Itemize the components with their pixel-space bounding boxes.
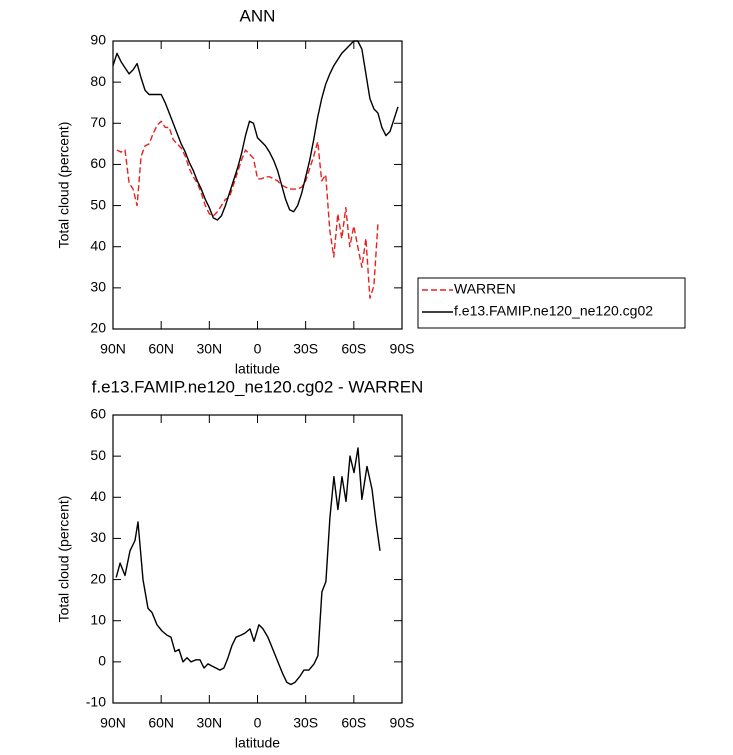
x-tick-label: 60S (341, 341, 366, 357)
y-tick-label: 0 (98, 653, 106, 669)
y-tick-label: 50 (90, 196, 106, 212)
y-tick-label: -10 (86, 694, 106, 710)
y-tick-label: 60 (90, 406, 106, 422)
x-tick-label: 0 (254, 715, 262, 731)
x-tick-label: 30S (293, 715, 318, 731)
y-tick-label: 20 (90, 320, 106, 336)
chart-title: f.e13.FAMIP.ne120_ne120.cg02 - WARREN (92, 377, 424, 396)
x-tick-label: 90N (100, 715, 126, 731)
y-tick-label: 30 (90, 529, 106, 545)
data-line (115, 447, 381, 686)
x-axis-label: latitude (235, 361, 280, 377)
y-tick-label: 60 (90, 155, 106, 171)
x-axis-label: latitude (235, 735, 280, 751)
y-tick-label: 20 (90, 570, 106, 586)
data-line (112, 40, 399, 221)
legend-box (417, 277, 686, 329)
y-axis-label: Total cloud (percent) (56, 122, 72, 249)
y-tick-label: 50 (90, 447, 106, 463)
x-tick-label: 90S (390, 341, 415, 357)
y-tick-label: 80 (90, 73, 106, 89)
y-tick-label: 70 (90, 114, 106, 130)
plot-frame (112, 40, 403, 330)
x-tick-label: 30N (196, 715, 222, 731)
data-line (116, 120, 379, 299)
plot-frame (112, 414, 403, 704)
y-tick-label: 40 (90, 237, 106, 253)
legend-label: WARREN (454, 281, 516, 297)
x-tick-label: 0 (254, 341, 262, 357)
x-tick-label: 90S (390, 715, 415, 731)
y-tick-label: 10 (90, 611, 106, 627)
y-tick-label: 40 (90, 488, 106, 504)
x-tick-label: 30N (196, 341, 222, 357)
y-axis-label: Total cloud (percent) (56, 496, 72, 623)
x-tick-label: 60N (148, 715, 174, 731)
x-tick-label: 60S (341, 715, 366, 731)
x-tick-label: 90N (100, 341, 126, 357)
x-tick-label: 60N (148, 341, 174, 357)
x-tick-label: 30S (293, 341, 318, 357)
y-tick-label: 30 (90, 279, 106, 295)
y-tick-label: 90 (90, 32, 106, 48)
legend-label: f.e13.FAMIP.ne120_ne120.cg02 (454, 303, 653, 319)
chart-title: ANN (240, 6, 276, 25)
